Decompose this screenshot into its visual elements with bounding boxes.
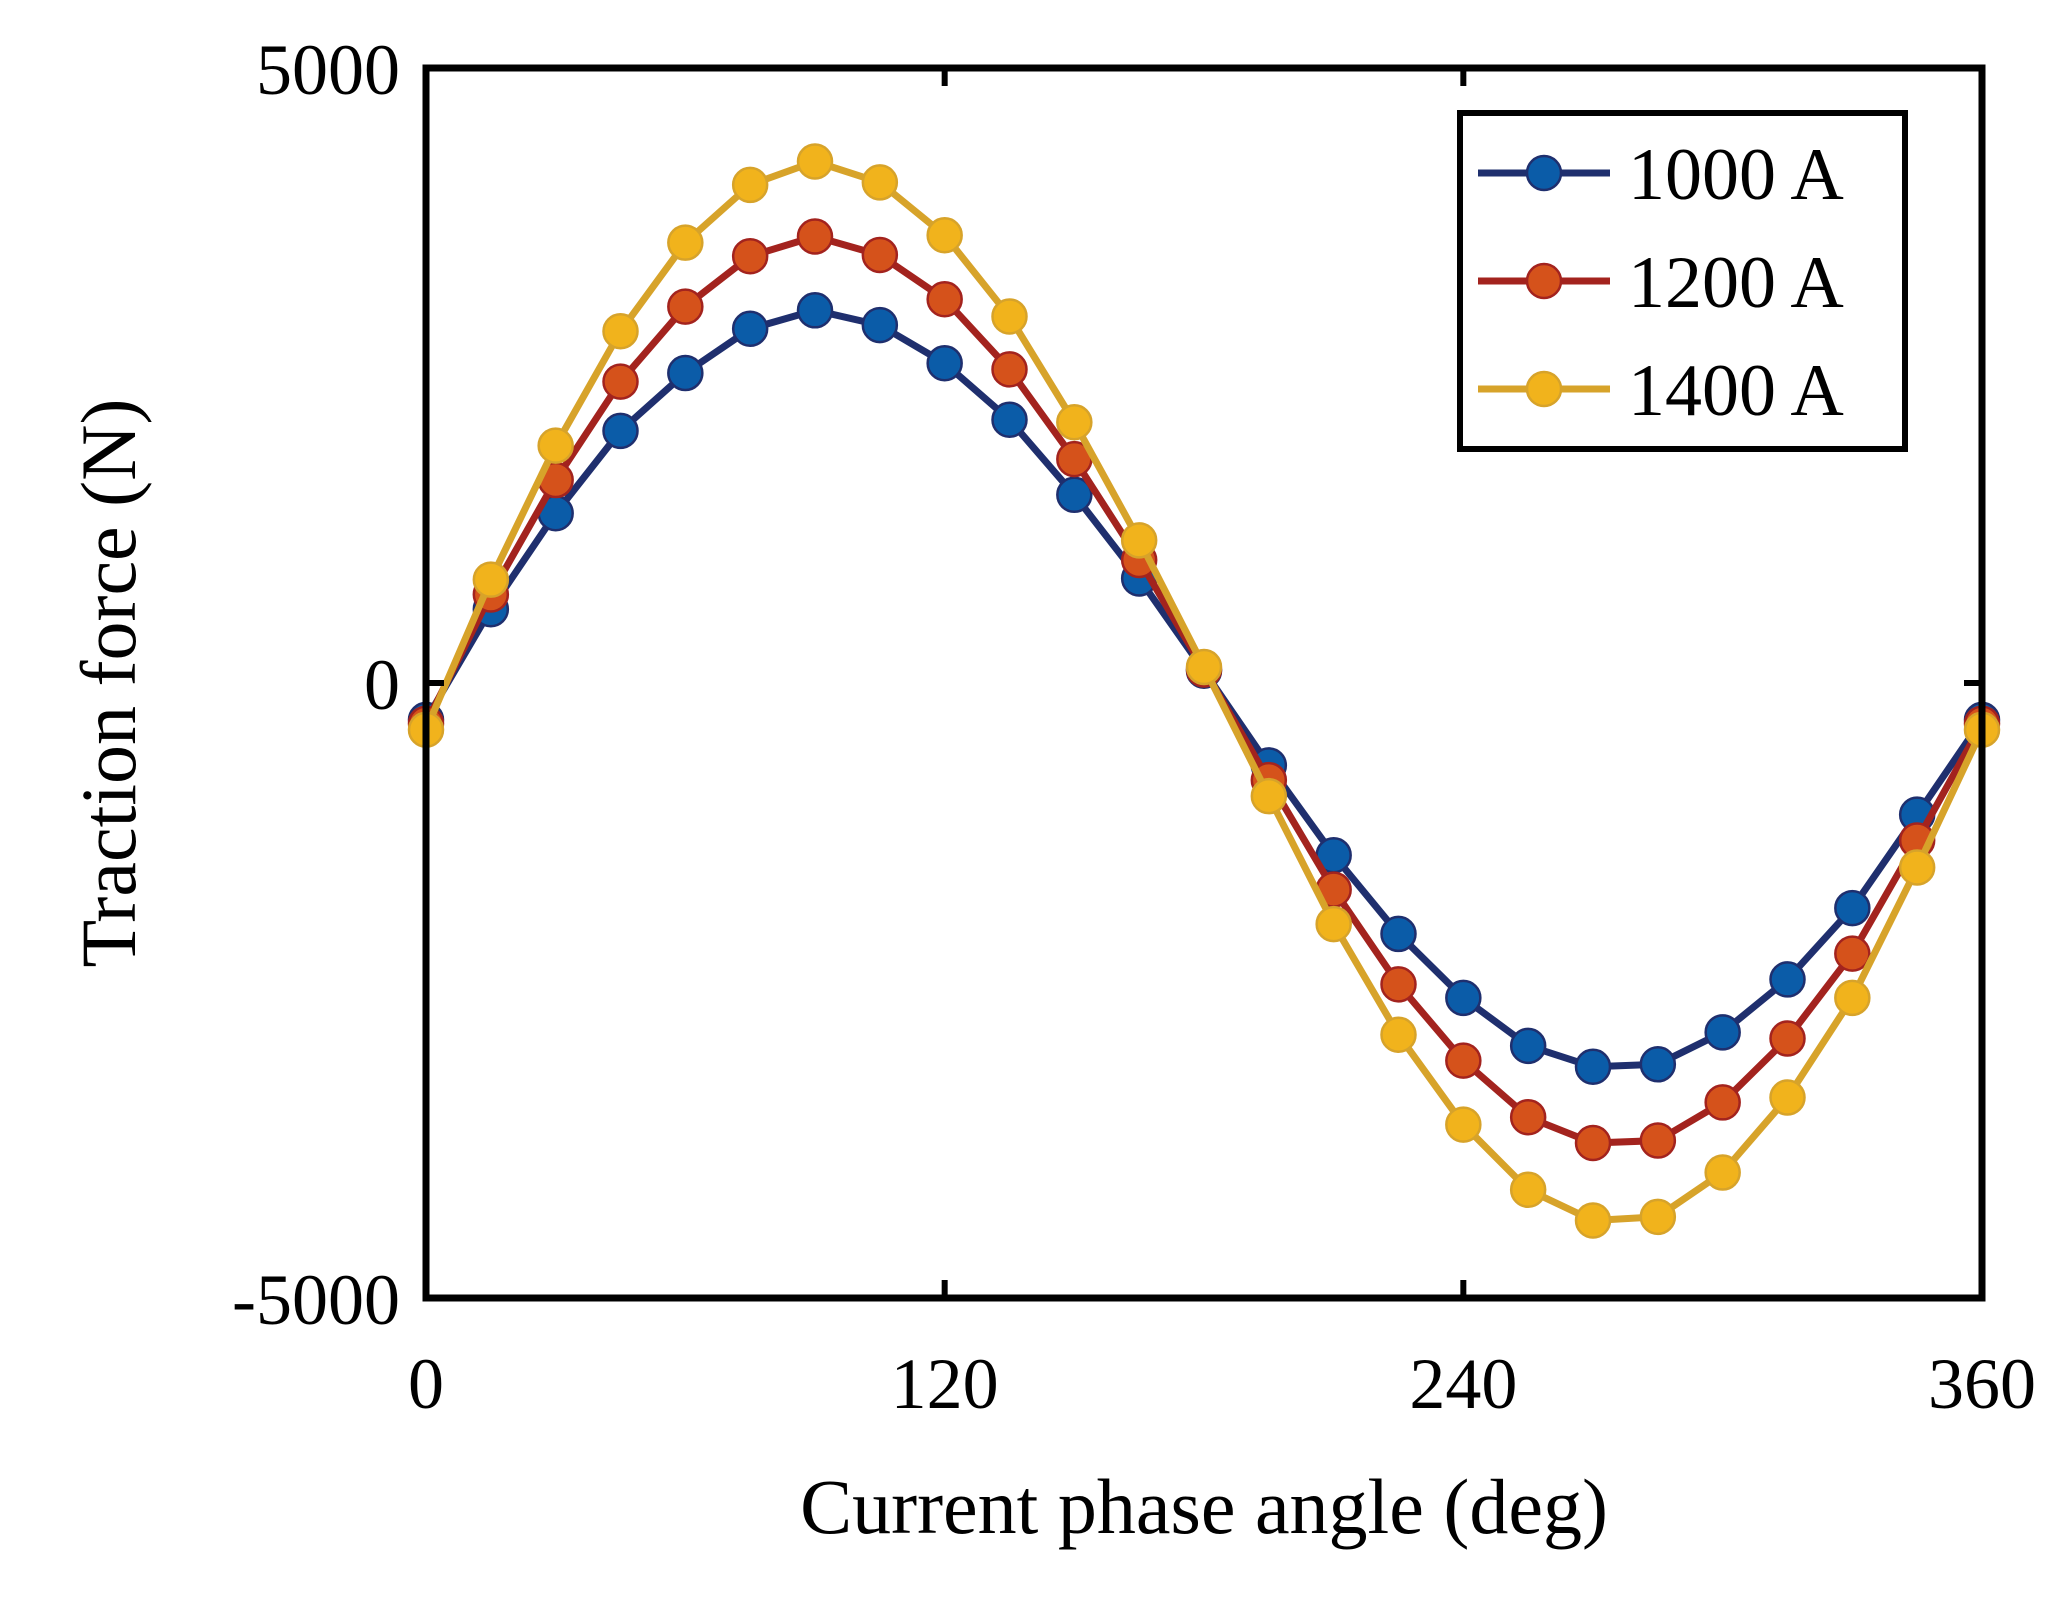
- data-point: [1639, 1046, 1677, 1083]
- legend: 1000 A 1200 A 1400 A: [1457, 110, 1908, 452]
- data-point: [1898, 849, 1936, 886]
- data-point: [731, 166, 769, 204]
- data-point: [861, 164, 899, 201]
- data-point: [796, 218, 834, 255]
- data-point: [796, 292, 834, 329]
- legend-marker: [1525, 262, 1563, 300]
- legend-label: 1000 A: [1628, 134, 1844, 216]
- data-point: [1120, 522, 1158, 559]
- data-point: [1704, 1154, 1741, 1191]
- data-point: [667, 354, 704, 392]
- data-point: [1704, 1084, 1741, 1121]
- series-1200-a: [407, 218, 2001, 1162]
- y-tick-label: 0: [364, 645, 400, 725]
- data-point: [472, 561, 510, 598]
- legend-item: 1200 A: [1478, 242, 1844, 324]
- legend-item: 1000 A: [1478, 134, 1844, 216]
- data-point: [1834, 935, 1871, 972]
- data-point: [1834, 889, 1871, 927]
- data-point: [1250, 777, 1288, 815]
- data-point: [1315, 905, 1352, 943]
- data-point: [731, 237, 769, 275]
- data-point: [1509, 1098, 1547, 1136]
- data-point: [1380, 915, 1417, 953]
- data-point: [1380, 1016, 1417, 1054]
- legend-label: 1200 A: [1628, 242, 1844, 324]
- data-point: [1056, 476, 1093, 514]
- x-tick-label: 0: [408, 1344, 444, 1424]
- data-point: [861, 236, 899, 274]
- data-point: [1574, 1048, 1612, 1086]
- data-point: [1769, 961, 1806, 998]
- data-point: [1769, 1079, 1806, 1116]
- legend-item: 1400 A: [1478, 350, 1844, 432]
- legend-marker: [1525, 154, 1563, 192]
- data-point: [926, 280, 963, 318]
- data-point: [537, 427, 574, 464]
- data-point: [1574, 1124, 1612, 1162]
- data-point: [796, 143, 834, 180]
- x-tick-label: 240: [1409, 1344, 1517, 1424]
- tick-marks: [423, 65, 1985, 1301]
- y-tick-label: 5000: [256, 30, 400, 110]
- series-1400-a: [407, 143, 2001, 1239]
- data-point: [1185, 648, 1223, 686]
- legend-label: 1400 A: [1628, 350, 1844, 432]
- data-point: [1509, 1171, 1547, 1209]
- data-point: [1509, 1027, 1547, 1065]
- data-point: [667, 224, 704, 261]
- data-point: [926, 217, 963, 254]
- data-point: [1574, 1202, 1612, 1239]
- data-point: [1445, 1042, 1482, 1079]
- data-point: [602, 412, 639, 450]
- data-point: [991, 401, 1028, 439]
- data-point: [1056, 403, 1093, 441]
- data-point: [602, 363, 639, 400]
- data-point: [1834, 979, 1871, 1017]
- data-point: [991, 298, 1028, 335]
- x-axis-label: Current phase angle (deg): [800, 1463, 1608, 1550]
- data-point: [991, 351, 1028, 388]
- x-tick-label: 360: [1928, 1344, 2036, 1424]
- data-point: [926, 344, 963, 382]
- y-axis-label: Traction force (N): [65, 399, 152, 968]
- data-point: [861, 306, 899, 344]
- data-point: [1380, 966, 1417, 1003]
- data-point: [1445, 1106, 1482, 1143]
- legend-marker: [1525, 370, 1563, 408]
- data-point: [1704, 1014, 1741, 1051]
- series-layer: [407, 143, 2001, 1239]
- data-point: [1769, 1020, 1806, 1057]
- data-point: [1639, 1198, 1677, 1236]
- x-tick-label: 120: [891, 1344, 999, 1424]
- y-tick-label: -5000: [232, 1260, 400, 1340]
- data-point: [1639, 1122, 1677, 1159]
- data-point: [602, 312, 639, 350]
- data-point: [1445, 979, 1482, 1017]
- data-point: [667, 288, 704, 325]
- data-point: [731, 310, 769, 348]
